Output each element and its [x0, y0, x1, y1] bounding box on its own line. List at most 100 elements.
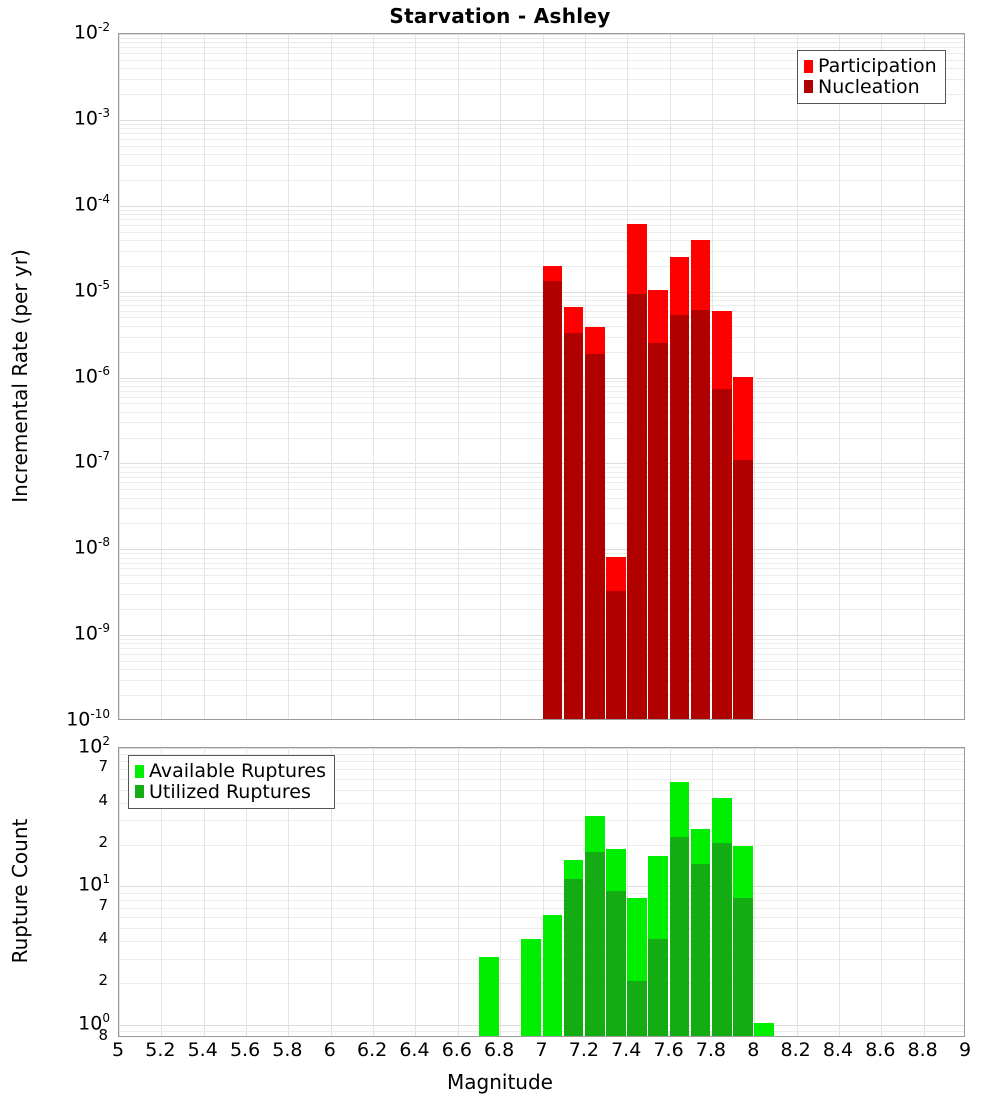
gridline-minor — [119, 68, 964, 70]
gridline-minor — [119, 680, 964, 682]
gridline-minor — [119, 411, 964, 413]
bar-segment-available-ruptures — [478, 956, 499, 1036]
chart-title: Starvation - Ashley — [389, 4, 611, 28]
bar-rupture-count — [606, 849, 626, 1036]
gridline-minor — [119, 310, 964, 312]
y-tick-label: 102 — [78, 734, 110, 758]
gridline-minor — [119, 669, 964, 671]
x-tick-label: 8 — [747, 1039, 760, 1061]
bar-incremental-rate — [733, 377, 753, 719]
x-tick-label: 6.6 — [441, 1039, 472, 1061]
x-tick-label: 6.2 — [356, 1039, 388, 1061]
gridline-minor — [119, 214, 964, 216]
bar-incremental-rate — [584, 326, 605, 719]
bar-incremental-rate — [542, 265, 563, 719]
bar-segment-nucleation — [627, 293, 647, 719]
bar-segment-utilized-ruptures — [690, 864, 711, 1036]
gridline-minor — [119, 239, 964, 241]
y-tick-label: 101 — [78, 872, 110, 896]
gridline-minor — [119, 899, 964, 901]
y-tick-label: 10-10 — [66, 707, 110, 731]
gridline-minor — [119, 295, 964, 297]
gridline-vertical — [500, 748, 502, 1036]
gridline-minor — [119, 299, 964, 301]
top-panel-incremental-rate — [118, 33, 965, 720]
y-tick-label-minor: 7 — [98, 895, 108, 914]
y-tick-label-minor: 8 — [98, 1026, 108, 1044]
y-tick-label: 10-7 — [73, 449, 110, 473]
gridline-minor — [119, 53, 964, 55]
gridline-minor — [119, 523, 964, 525]
gridline-minor — [119, 304, 964, 306]
gridline-vertical — [246, 748, 248, 1036]
gridline-minor — [119, 482, 964, 484]
legend-label: Utilized Ruptures — [149, 780, 311, 803]
gridline-minor — [119, 594, 964, 596]
gridline-vertical — [500, 34, 502, 719]
gridline-vertical — [203, 34, 205, 719]
gridline — [119, 1024, 964, 1026]
gridline-minor — [119, 390, 964, 392]
gridline-vertical — [881, 748, 883, 1036]
bar-rupture-count — [754, 1022, 774, 1036]
y-tick-label-minor: 2 — [98, 832, 108, 851]
gridline-minor — [119, 562, 964, 564]
gridline-vertical — [457, 748, 459, 1036]
gridline-vertical — [373, 34, 375, 719]
legend-item: Available Ruptures — [135, 761, 326, 782]
gridline-minor — [119, 575, 964, 577]
gridline-vertical — [923, 34, 925, 719]
bar-segment-nucleation — [542, 281, 563, 719]
gridline-minor — [119, 471, 964, 473]
x-tick-label: 6.8 — [484, 1039, 515, 1061]
bar-segment-utilized-ruptures — [606, 890, 626, 1036]
gridline-vertical — [881, 34, 883, 719]
gridline-vertical — [415, 748, 417, 1036]
gridline — [119, 205, 964, 207]
gridline-minor — [119, 154, 964, 156]
bar-segment-nucleation — [606, 590, 626, 719]
gridline-minor — [119, 133, 964, 135]
gridline — [119, 34, 964, 35]
x-tick-label: 7.2 — [568, 1039, 599, 1061]
gridline-vertical — [627, 748, 629, 1036]
bar-rupture-count — [478, 956, 499, 1036]
gridline-vertical — [246, 34, 248, 719]
bar-segment-nucleation — [711, 388, 732, 719]
legend-item: Utilized Ruptures — [135, 780, 326, 803]
x-tick-label: 5.8 — [272, 1039, 303, 1061]
x-tick-label: 6 — [323, 1039, 336, 1061]
gridline-minor — [119, 568, 964, 570]
gridline-minor — [119, 219, 964, 221]
gridline-minor — [119, 958, 964, 960]
gridline-vertical — [457, 34, 459, 719]
y-tick-label: 10-5 — [73, 277, 110, 301]
y-tick-label-minor: 4 — [98, 791, 108, 810]
bar-incremental-rate — [690, 239, 711, 719]
gridline-minor — [119, 47, 964, 49]
gridline-vertical — [542, 748, 544, 1036]
gridline-vertical — [838, 748, 840, 1036]
gridline-vertical — [754, 34, 756, 719]
bar-rupture-count — [733, 845, 753, 1036]
legend-label: Available Ruptures — [149, 760, 326, 782]
gridline — [119, 291, 964, 293]
gridline-minor — [119, 138, 964, 140]
gridline — [119, 377, 964, 379]
bar-rupture-count — [711, 798, 732, 1036]
x-tick-label: 5.6 — [229, 1039, 261, 1061]
gridline-minor — [119, 37, 964, 39]
gridline-vertical — [330, 748, 332, 1036]
bottom-plot-area — [119, 748, 964, 1036]
bar-rupture-count — [521, 939, 541, 1036]
gridline — [119, 886, 964, 888]
gridline-vertical — [838, 34, 840, 719]
bar-incremental-rate — [606, 556, 626, 719]
bar-rupture-count — [669, 781, 690, 1036]
x-tick-label: 8.2 — [780, 1039, 811, 1061]
gridline-minor — [119, 422, 964, 424]
gridline-minor — [119, 553, 964, 555]
bar-incremental-rate — [711, 311, 732, 719]
bar-segment-nucleation — [648, 342, 669, 719]
